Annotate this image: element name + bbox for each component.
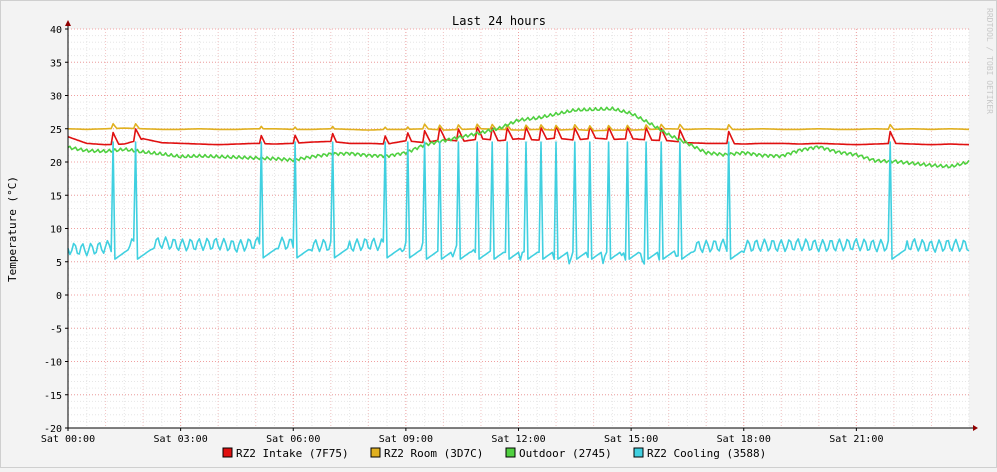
legend-item: RZ2 Room (3D7C) (370, 447, 483, 460)
x-tick-label: Sat 12:00 (491, 434, 545, 445)
x-tick-label: Sat 21:00 (829, 434, 883, 445)
y-tick-label: 40 (50, 25, 62, 36)
x-tick-label: Sat 18:00 (717, 434, 771, 445)
y-tick-label: -5 (50, 324, 62, 335)
x-tick-label: Sat 15:00 (604, 434, 658, 445)
y-tick-label: 20 (50, 158, 62, 169)
legend-item: Outdoor (2745) (505, 447, 612, 460)
legend-swatch (633, 447, 644, 458)
legend-item: RZ2 Cooling (3588) (633, 447, 766, 460)
series-layer (67, 106, 970, 265)
series-line-1 (68, 123, 970, 132)
legend-label: RZ2 Room (3D7C) (384, 447, 483, 460)
grid (67, 28, 970, 429)
y-tick-label: 25 (50, 125, 62, 136)
y-tick-label: -15 (44, 391, 62, 402)
chart-title: Last 24 hours (452, 14, 546, 28)
x-tick-label: Sat 09:00 (379, 434, 433, 445)
legend-item: RZ2 Intake (7F75) (222, 447, 349, 460)
y-tick-label: -20 (44, 424, 62, 435)
watermark: RRDTOOL / TOBI OETIKER (985, 8, 994, 114)
x-tick-label: Sat 00:00 (41, 434, 95, 445)
axes: -20 -15 -10 -5 0 5 10 15 20 25 30 35 40 Sat 00:00 Sat … (41, 20, 978, 445)
y-tick-label: 15 (50, 191, 62, 202)
y-tick-label: 0 (56, 291, 62, 302)
legend: RZ2 Intake (7F75) RZ2 Room (3D7C) Outdoor … (222, 447, 766, 460)
legend-swatch (370, 447, 381, 458)
x-axis-arrow (973, 425, 978, 431)
y-tick-label: 30 (50, 92, 62, 103)
legend-label: RZ2 Intake (7F75) (236, 447, 349, 460)
x-tick-label: Sat 03:00 (154, 434, 208, 445)
legend-swatch (222, 447, 233, 458)
y-tick-label: 5 (56, 258, 62, 269)
y-axis-arrow (65, 20, 71, 26)
y-tick-label: 35 (50, 58, 62, 69)
series-line-0 (67, 125, 970, 146)
x-tick-label: Sat 06:00 (266, 434, 320, 445)
legend-swatch (505, 447, 516, 458)
y-axis-label: Temperature (°C) (6, 176, 19, 282)
legend-label: RZ2 Cooling (3588) (647, 447, 766, 460)
y-tick-label: -10 (44, 358, 62, 369)
series-line-2 (67, 106, 970, 169)
series-line-3 (67, 141, 970, 265)
y-tick-label: 10 (50, 225, 62, 236)
legend-label: Outdoor (2745) (519, 447, 612, 460)
